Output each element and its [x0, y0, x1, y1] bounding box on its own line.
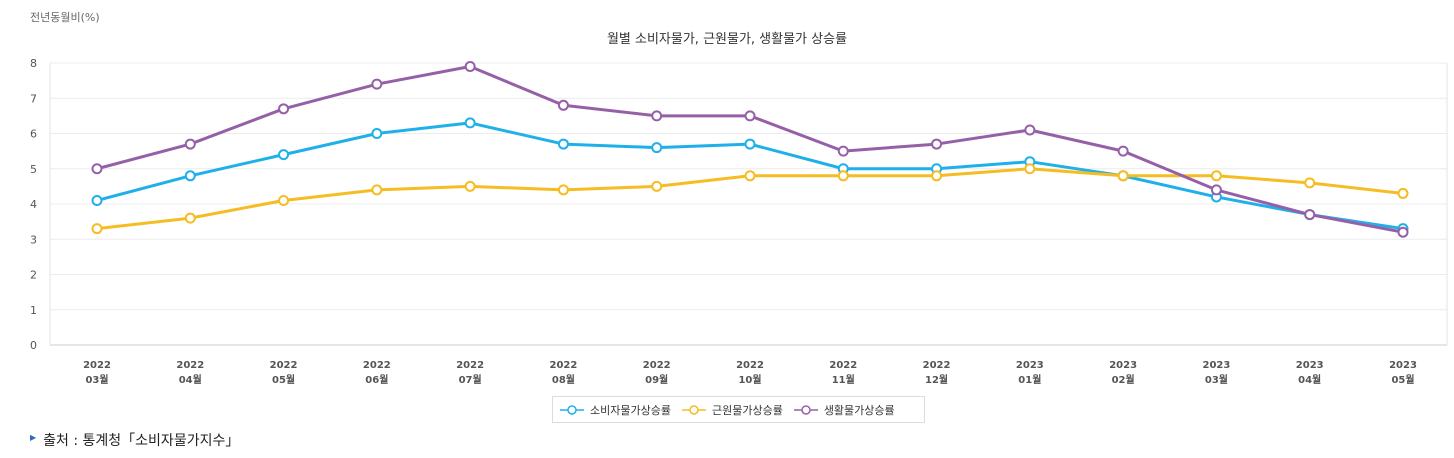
- legend-item[interactable]: 소비자물가상승률: [559, 402, 671, 418]
- data-point: [464, 180, 476, 192]
- series-group: [91, 61, 1409, 238]
- data-point: [651, 110, 663, 122]
- x-tick-label-year: 2023: [1296, 360, 1324, 371]
- x-tick-label-year: 2023: [1016, 360, 1044, 371]
- data-point: [371, 128, 383, 139]
- source-citation: ▶ 출처 : 통계청「소비자물가지수」: [30, 430, 239, 450]
- x-tick-label-year: 2022: [923, 360, 951, 371]
- x-tick-label-month: 03월: [85, 374, 108, 386]
- y-tick-label: 6: [30, 128, 37, 141]
- x-tick-label-month: 03월: [1205, 374, 1228, 386]
- legend-line-marker-icon: [793, 404, 818, 415]
- data-point: [184, 138, 196, 150]
- y-axis-unit-label: 전년동월비(%): [30, 11, 100, 24]
- data-point: [557, 184, 569, 196]
- bullet-icon: ▶: [30, 432, 37, 442]
- x-tick-label-month: 08월: [552, 374, 575, 386]
- x-tick-label-month: 07월: [459, 374, 482, 386]
- y-tick-label: 4: [30, 198, 37, 211]
- data-point: [744, 170, 756, 182]
- source-text: 출처 : 통계청「소비자물가지수」: [43, 433, 240, 449]
- y-tick-label: 1: [30, 304, 37, 317]
- x-tick-label-year: 2022: [736, 360, 764, 371]
- axis-labels: 0 1 2 3 4 5 6 7 8 2022 03월 2022 04월 2022 05월 2022 06월 202…: [30, 57, 1417, 386]
- data-point: [1024, 163, 1036, 175]
- data-point: [837, 145, 849, 157]
- x-tick-label-month: 04월: [179, 374, 202, 386]
- y-tick-label: 0: [30, 339, 37, 352]
- series-group: [91, 163, 1409, 235]
- x-tick-label-year: 2022: [270, 360, 298, 371]
- x-tick-label-year: 2022: [829, 360, 857, 371]
- chart-title: 월별 소비자물가, 근원물가, 생활물가 상승률: [606, 32, 848, 47]
- x-tick-label-year: 2022: [363, 360, 391, 371]
- x-tick-label-month: 10월: [738, 374, 761, 386]
- y-tick-label: 5: [30, 163, 37, 176]
- x-tick-label-year: 2023: [1389, 360, 1417, 371]
- data-point: [557, 138, 569, 150]
- grid-lines: [49, 62, 1448, 346]
- data-point: [91, 194, 103, 206]
- data-point: [184, 212, 196, 224]
- data-point: [371, 78, 383, 90]
- data-point: [744, 138, 756, 150]
- data-point: [278, 149, 290, 161]
- x-tick-label-month: 06월: [365, 374, 388, 386]
- legend-label: 근원물가상승률: [711, 403, 783, 417]
- x-tick-label-year: 2022: [176, 360, 204, 371]
- x-tick-label-year: 2023: [1109, 360, 1137, 371]
- data-point: [744, 110, 756, 122]
- legend-line-marker-icon: [560, 404, 584, 415]
- x-tick-label-month: 02월: [1112, 374, 1135, 386]
- data-point: [1117, 170, 1129, 182]
- data-point: [464, 117, 476, 129]
- data-point: [1210, 184, 1222, 196]
- x-tick-label-month: 04월: [1298, 374, 1321, 386]
- data-point: [91, 223, 103, 235]
- x-tick-label-year: 2022: [83, 360, 111, 371]
- y-tick-label: 2: [30, 269, 37, 282]
- data-point: [371, 184, 383, 196]
- data-point: [278, 194, 290, 206]
- data-point: [557, 99, 569, 111]
- legend-label: 소비자물가상승률: [590, 403, 671, 417]
- data-point: [1117, 145, 1129, 157]
- y-tick-label: 7: [30, 92, 37, 105]
- x-tick-label-month: 01월: [1018, 374, 1041, 386]
- x-tick-label-month: 09월: [645, 374, 668, 386]
- legend-item[interactable]: 생활물가상승률: [793, 402, 895, 418]
- data-point: [931, 170, 943, 182]
- legend-line-marker-icon: [681, 404, 706, 415]
- data-point: [931, 138, 943, 150]
- chart-legend: 소비자물가상승률 근원물가상승률 생활물가상승률: [552, 396, 925, 423]
- data-point: [1024, 124, 1036, 136]
- x-tick-label-month: 05월: [272, 374, 295, 386]
- x-tick-label-year: 2022: [550, 360, 578, 371]
- data-point: [91, 163, 103, 175]
- data-point: [464, 61, 476, 73]
- data-point: [278, 103, 290, 115]
- data-point: [1304, 177, 1316, 189]
- data-point: [837, 170, 849, 182]
- legend-item[interactable]: 근원물가상승률: [681, 402, 783, 418]
- x-tick-label-month: 12월: [925, 374, 948, 386]
- y-tick-label: 8: [30, 57, 37, 70]
- data-point: [1304, 209, 1316, 221]
- x-tick-label-month: 05월: [1391, 374, 1414, 386]
- data-point: [651, 142, 663, 154]
- data-point: [1397, 187, 1409, 199]
- data-point: [1210, 170, 1222, 182]
- series-lines: [91, 61, 1409, 238]
- data-point: [1397, 226, 1409, 238]
- x-tick-label-year: 2023: [1203, 360, 1231, 371]
- x-tick-label-year: 2022: [643, 360, 671, 371]
- x-tick-label-year: 2022: [456, 360, 484, 371]
- data-point: [184, 170, 196, 182]
- data-point: [651, 180, 663, 192]
- legend-label: 생활물가상승률: [823, 403, 895, 417]
- y-tick-label: 3: [30, 233, 37, 246]
- x-tick-label-month: 11월: [832, 374, 855, 386]
